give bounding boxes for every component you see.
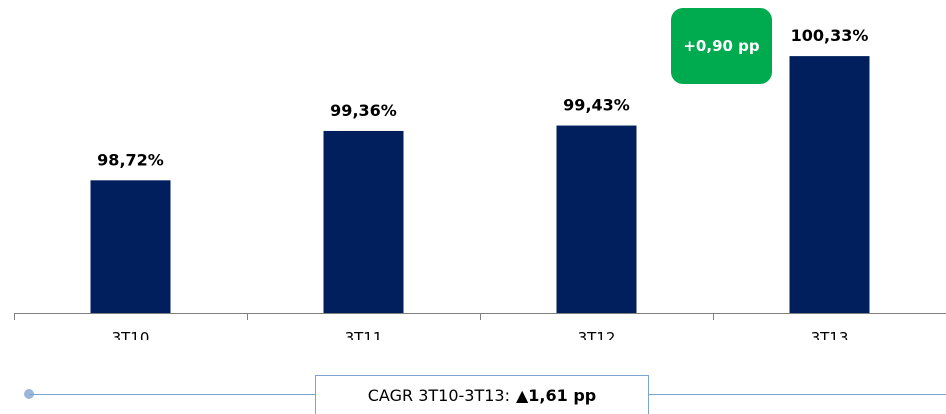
cagr-value: ▲1,61 pp <box>515 385 597 405</box>
bar-3t12 <box>556 125 637 314</box>
cagr-line-right <box>649 394 946 395</box>
data-label: 100,33% <box>791 26 869 45</box>
bar-3t11 <box>323 130 404 313</box>
x-tick-label: 3T10 <box>112 329 150 340</box>
x-tick-label: 3T12 <box>578 329 616 340</box>
cagr-line-left <box>29 394 315 395</box>
data-label: 98,72% <box>97 150 164 169</box>
bar-3t10 <box>90 180 171 313</box>
data-label: 99,36% <box>330 101 397 120</box>
bar-3t13 <box>789 56 870 313</box>
cagr-label: CAGR 3T10-3T13: <box>367 385 510 405</box>
x-tick-label: 3T11 <box>345 329 383 340</box>
x-tick-label: 3T13 <box>811 329 849 340</box>
cagr-box: CAGR 3T10-3T13: ▲1,61 pp <box>315 375 649 414</box>
data-label: 99,43% <box>563 96 630 115</box>
change-badge: +0,90 pp <box>671 8 772 84</box>
bar-chart: 98,72% 3T10 99,36% 3T11 99,43% 3T12 100,33% 3T1… <box>14 26 946 340</box>
